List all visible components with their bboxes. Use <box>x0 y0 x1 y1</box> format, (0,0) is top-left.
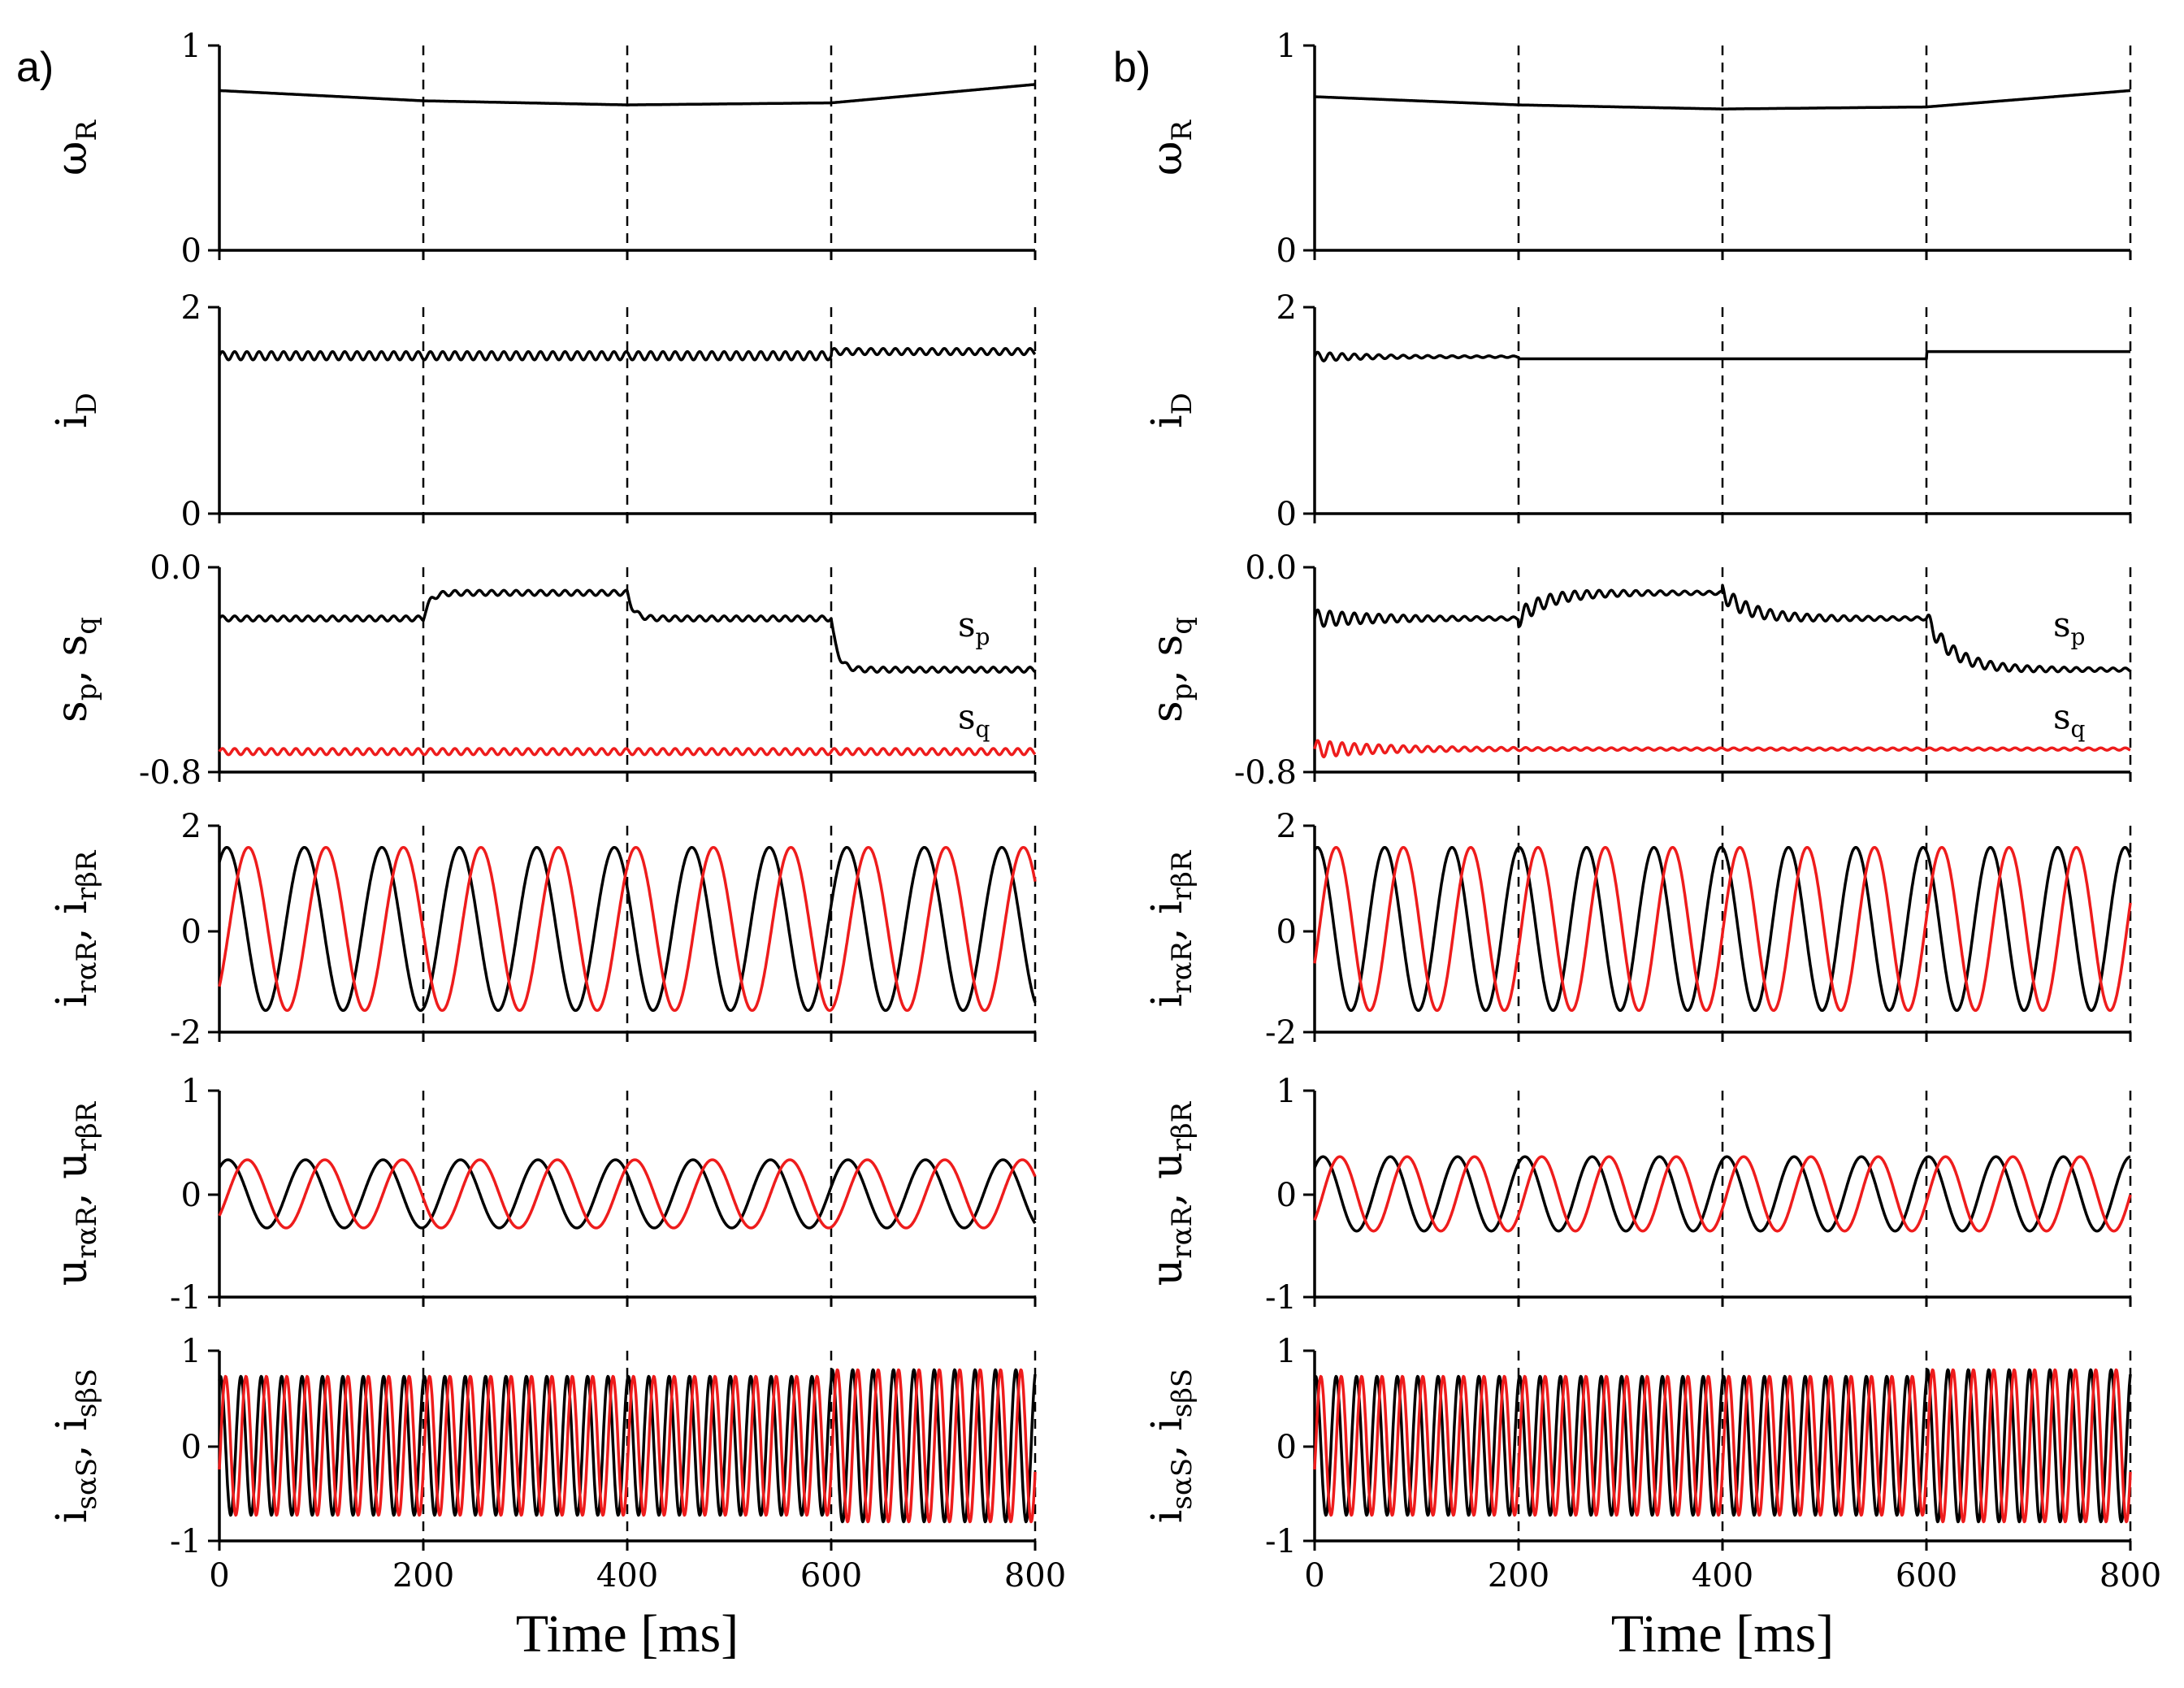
series-irβR <box>218 845 1037 1013</box>
y-tick-label: 0 <box>1276 496 1297 533</box>
panel-letter-a: a) <box>16 44 54 91</box>
subplot-a-5: -1 0 1 urαR, urβR <box>48 1073 1037 1317</box>
series-irαR <box>1313 845 2132 1013</box>
subplot-b-4: -2 0 2 irαR, irβR <box>1143 808 2132 1052</box>
subplot-a-3: -0.8 0.0 sp, sq sp sq <box>48 549 1037 792</box>
y-axis-title: iD <box>1143 393 1198 428</box>
x-tick-label: 600 <box>1896 1557 1957 1595</box>
y-tick-label: 0 <box>181 232 202 270</box>
series-sq <box>1313 739 2132 759</box>
panel-a: a) 0 1 ωR 0 2 iD -0.8 0.0 sp, sq sp sq -2 0 2 irαR, irβ… <box>16 28 1066 1664</box>
trace-label-sq: sq <box>958 696 990 742</box>
x-tick-label: 400 <box>596 1557 658 1595</box>
y-tick-label: -2 <box>170 1014 202 1052</box>
x-tick-label: 200 <box>392 1557 454 1595</box>
y-tick-label: 2 <box>181 289 202 327</box>
y-tick-label: 0 <box>1276 232 1297 270</box>
subplot-b-3: -0.8 0.0 sp, sq sp sq <box>1143 549 2132 792</box>
y-axis-title: ωR <box>48 119 103 176</box>
x-axis-title: Time [ms] <box>1611 1604 1834 1664</box>
y-axis-title: sp, sq <box>48 617 103 722</box>
y-tick-label: 0 <box>181 1177 202 1214</box>
y-tick-label: -2 <box>1265 1014 1297 1052</box>
y-axis-title: iD <box>48 393 103 428</box>
y-tick-label: 0 <box>1276 913 1297 951</box>
subplot-b-2: 0 2 iD <box>1143 289 2132 533</box>
subplot-a-2: 0 2 iD <box>48 289 1037 533</box>
y-tick-label: -1 <box>170 1279 202 1317</box>
trace-label-sp: sp <box>958 605 990 650</box>
series-sp <box>1313 584 2132 674</box>
x-tick-label: 0 <box>1304 1557 1324 1595</box>
y-tick-label: -0.8 <box>1234 754 1297 792</box>
y-axis-title: urαR, urβR <box>48 1100 103 1286</box>
panel-b: b) 0 1 ωR 0 2 iD -0.8 0.0 sp, sq sp sq -2 0 2 irαR, irβ… <box>1113 28 2161 1664</box>
y-tick-label: 0 <box>1276 1429 1297 1466</box>
trace-label-sp: sp <box>2053 605 2086 650</box>
y-tick-label: -0.8 <box>139 754 202 792</box>
subplot-b-1: 0 1 ωR <box>1143 28 2132 270</box>
y-tick-label: 0.0 <box>150 549 202 587</box>
y-axis-title: sp, sq <box>1143 617 1198 722</box>
x-tick-label: 800 <box>1004 1557 1066 1595</box>
y-tick-label: 1 <box>1276 1333 1297 1370</box>
y-axis-title: isαS, isβS <box>48 1369 103 1523</box>
subplot-a-4: -2 0 2 irαR, irβR <box>48 808 1037 1052</box>
y-tick-label: 0 <box>1276 1177 1297 1214</box>
x-axis-title: Time [ms] <box>516 1604 739 1664</box>
subplot-a-1: 0 1 ωR <box>48 28 1037 270</box>
series-irαR <box>218 845 1037 1013</box>
series-sp <box>218 588 1037 674</box>
x-tick-label: 200 <box>1488 1557 1549 1595</box>
subplot-b-5: -1 0 1 urαR, urβR <box>1143 1073 2132 1317</box>
y-tick-label: 2 <box>181 808 202 845</box>
x-tick-label: 600 <box>800 1557 862 1595</box>
series-isβS <box>1313 1368 2132 1524</box>
series-sq <box>218 747 1037 757</box>
y-axis-title: irαR, irβR <box>48 849 103 1007</box>
series-urβR <box>1313 1155 2132 1233</box>
series-iD <box>1313 349 2132 362</box>
y-tick-label: 1 <box>181 1333 202 1370</box>
y-tick-label: 1 <box>181 1073 202 1110</box>
panel-letter-b: b) <box>1113 44 1150 91</box>
y-tick-label: 0 <box>181 496 202 533</box>
y-axis-title: isαS, isβS <box>1143 1369 1198 1523</box>
series-irβR <box>1313 845 2132 1013</box>
y-tick-label: 2 <box>1276 808 1297 845</box>
y-tick-label: 1 <box>1276 28 1297 65</box>
series-iD <box>218 347 1037 362</box>
series-urαR <box>218 1158 1037 1230</box>
y-tick-label: -1 <box>1265 1279 1297 1317</box>
y-tick-label: 0 <box>181 913 202 951</box>
trace-label-sq: sq <box>2053 696 2086 742</box>
y-tick-label: 0.0 <box>1245 549 1297 587</box>
y-axis-title: ωR <box>1143 119 1198 176</box>
series-ωR <box>1313 89 2132 111</box>
series-isβS <box>218 1368 1037 1524</box>
y-axis-title: urαR, urβR <box>1143 1100 1198 1286</box>
series-ωR <box>218 83 1037 106</box>
x-tick-label: 0 <box>209 1557 229 1595</box>
y-axis-title: irαR, irβR <box>1143 849 1198 1007</box>
series-urβR <box>218 1158 1037 1230</box>
y-tick-label: -1 <box>170 1523 202 1560</box>
x-tick-label: 800 <box>2100 1557 2161 1595</box>
y-tick-label: 2 <box>1276 289 1297 327</box>
y-tick-label: 0 <box>181 1429 202 1466</box>
y-tick-label: 1 <box>181 28 202 65</box>
x-tick-label: 400 <box>1692 1557 1753 1595</box>
series-urαR <box>1313 1155 2132 1233</box>
y-tick-label: -1 <box>1265 1523 1297 1560</box>
y-tick-label: 1 <box>1276 1073 1297 1110</box>
